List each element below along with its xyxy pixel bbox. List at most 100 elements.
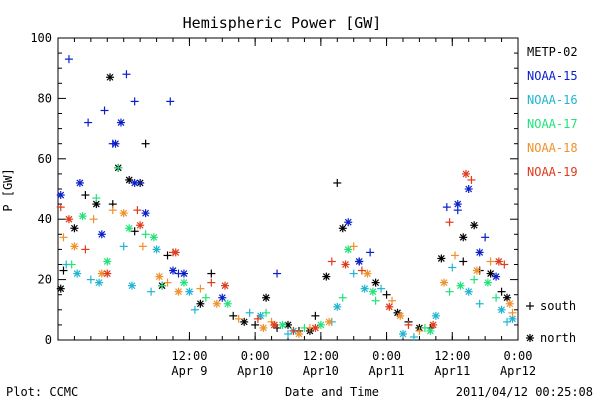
legend-entry: NOAA-18 <box>527 141 578 155</box>
x-tick-date-label: Apr10 <box>237 364 273 378</box>
data-point-north <box>503 293 512 302</box>
data-point-south <box>492 293 501 302</box>
data-point-south <box>451 251 460 260</box>
data-point-south <box>81 191 90 200</box>
data-point-south <box>467 175 476 184</box>
data-point-north <box>475 248 484 257</box>
data-point-north <box>155 272 164 281</box>
data-point-north <box>355 257 364 266</box>
data-point-south <box>253 314 262 323</box>
data-point-north <box>97 230 106 239</box>
data-point-north <box>483 278 492 287</box>
data-point-north <box>396 311 405 320</box>
data-point-south <box>445 287 454 296</box>
x-tick-time-label: 12:00 <box>434 349 470 363</box>
data-point-north <box>459 233 468 242</box>
y-tick-label: 20 <box>38 273 52 287</box>
data-point-north <box>103 269 112 278</box>
x-tick-date-label: Apr12 <box>500 364 536 378</box>
data-point-south <box>442 203 451 212</box>
data-point-south <box>508 308 517 317</box>
x-tick-date-label: Apr11 <box>369 364 405 378</box>
data-point-south <box>114 163 123 172</box>
footer-timestamp: 2011/04/12 00:25:08 <box>456 385 593 399</box>
data-point-south <box>86 275 95 284</box>
data-point-north <box>171 248 180 257</box>
data-point-north <box>368 287 377 296</box>
data-point-south <box>59 266 68 275</box>
data-point-north <box>456 281 465 290</box>
data-point-north <box>78 212 87 221</box>
data-point-north <box>125 224 134 233</box>
data-point-north <box>262 293 271 302</box>
data-point-north <box>472 266 481 275</box>
legend-entry: NOAA-19 <box>527 165 578 179</box>
data-point-north <box>56 191 65 200</box>
data-point-north <box>360 284 369 293</box>
data-point-south <box>311 311 320 320</box>
data-point-south <box>147 287 156 296</box>
y-axis: 0 20 40 60 80 100 <box>30 31 518 347</box>
footer-plot-credit: Plot: CCMC <box>6 385 78 399</box>
data-point-south <box>475 299 484 308</box>
data-point-south <box>190 305 199 314</box>
data-point-south <box>234 314 243 323</box>
data-point-south <box>163 251 172 260</box>
data-point-south <box>163 278 172 287</box>
x-tick-time-label: 0:00 <box>241 349 270 363</box>
data-point-south <box>108 206 117 215</box>
data-point-south <box>262 308 271 317</box>
data-point-south <box>122 70 131 79</box>
data-point-south <box>349 242 358 251</box>
data-point-south <box>56 203 65 212</box>
data-point-north <box>240 317 249 326</box>
data-point-north <box>179 269 188 278</box>
data-point-north <box>136 221 145 230</box>
x-tick-time-label: 0:00 <box>372 349 401 363</box>
data-point-north <box>56 284 65 293</box>
data-point-south <box>327 257 336 266</box>
data-point-north <box>429 320 438 329</box>
data-point-south <box>229 311 238 320</box>
data-point-north <box>344 245 353 254</box>
data-point-south <box>382 290 391 299</box>
data-point-south <box>67 260 76 269</box>
marker-legend-north-symbol <box>526 334 534 342</box>
data-point-north <box>212 299 221 308</box>
y-tick-label: 40 <box>38 212 52 226</box>
y-tick-label: 60 <box>38 152 52 166</box>
data-point-north <box>70 224 79 233</box>
x-tick-date-label: Apr11 <box>434 364 470 378</box>
data-point-south <box>207 269 216 278</box>
data-point-north <box>497 305 506 314</box>
data-point-north <box>338 224 347 233</box>
data-point-south <box>338 293 347 302</box>
data-point-south <box>445 218 454 227</box>
data-point-north <box>333 302 342 311</box>
data-point-north <box>464 287 473 296</box>
x-tick-time-label: 12:00 <box>303 349 339 363</box>
data-point-north <box>70 242 79 251</box>
data-point-south <box>497 287 506 296</box>
data-point-north <box>505 299 514 308</box>
data-point-north <box>73 269 82 278</box>
data-point-north <box>311 323 320 332</box>
data-point-south <box>349 269 358 278</box>
data-point-south <box>141 230 150 239</box>
data-point-north <box>426 326 435 335</box>
data-point-south <box>289 326 298 335</box>
x-tick-date-label: Apr 9 <box>171 364 207 378</box>
data-point-south <box>251 320 260 329</box>
data-point-south <box>133 206 142 215</box>
data-point-south <box>409 332 418 341</box>
data-point-north <box>75 178 84 187</box>
data-point-south <box>92 194 101 203</box>
data-point-south <box>84 118 93 127</box>
data-point-north <box>453 200 462 209</box>
data-point-south <box>481 233 490 242</box>
data-point-south <box>333 178 342 187</box>
data-point-north <box>103 257 112 266</box>
data-point-south <box>388 296 397 305</box>
legend-entry: NOAA-17 <box>527 117 578 131</box>
data-point-north <box>119 209 128 218</box>
